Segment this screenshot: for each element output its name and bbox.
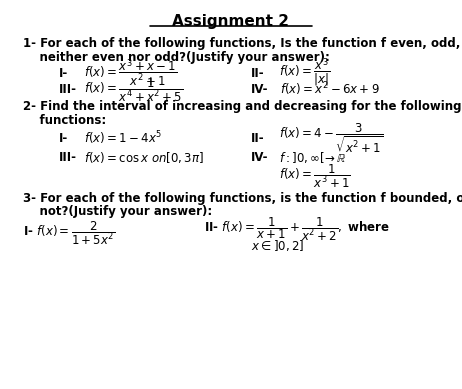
Text: I- $f(x) = \dfrac{2}{1+5x^2}$: I- $f(x) = \dfrac{2}{1+5x^2}$	[23, 219, 115, 247]
Text: II- $f(x) = \dfrac{1}{x+1} + \dfrac{1}{x^2+2},$ where: II- $f(x) = \dfrac{1}{x+1} + \dfrac{1}{x…	[204, 215, 390, 243]
Text: $f(x) = \dfrac{1}{x^3+1}$: $f(x) = \dfrac{1}{x^3+1}$	[279, 162, 350, 190]
Text: 2- Find the interval of increasing and decreasing for the following: 2- Find the interval of increasing and d…	[23, 100, 461, 113]
Text: I-: I-	[59, 131, 68, 145]
Text: $f(x) = x^2 - 6x + 9$: $f(x) = x^2 - 6x + 9$	[280, 81, 380, 98]
Text: not?(Justify your answer):: not?(Justify your answer):	[23, 205, 212, 218]
Text: II-: II-	[251, 131, 265, 145]
Text: IV-: IV-	[251, 83, 269, 96]
Text: III-: III-	[59, 83, 77, 96]
Text: 1- For each of the following functions, Is the function f even, odd, or: 1- For each of the following functions, …	[23, 37, 462, 51]
Text: III-: III-	[59, 151, 77, 164]
Text: $f(x) = \cos x\ on[0, 3\pi]$: $f(x) = \cos x\ on[0, 3\pi]$	[84, 150, 204, 165]
Text: 3- For each of the following functions, is the function f bounded, or: 3- For each of the following functions, …	[23, 192, 462, 205]
Text: I-: I-	[59, 67, 68, 80]
Text: functions:: functions:	[23, 114, 106, 127]
Text: $f:]0,\infty[\!\to\mathbb{R}$: $f:]0,\infty[\!\to\mathbb{R}$	[279, 150, 346, 165]
Text: $f(x) = \dfrac{x^3}{|x|}$: $f(x) = \dfrac{x^3}{|x|}$	[279, 57, 330, 89]
Text: Assignment 2: Assignment 2	[172, 14, 290, 28]
Text: $f(x) = \dfrac{1}{x^4+x^2+5}$: $f(x) = \dfrac{1}{x^4+x^2+5}$	[84, 76, 183, 103]
Text: $f(x) = 1 - 4x^5$: $f(x) = 1 - 4x^5$	[84, 129, 162, 147]
Text: II-: II-	[251, 67, 265, 80]
Text: $f(x) = 4 - \dfrac{3}{\sqrt{x^2+1}}$: $f(x) = 4 - \dfrac{3}{\sqrt{x^2+1}}$	[279, 121, 383, 155]
Text: IV-: IV-	[251, 151, 269, 164]
Text: $x\in]0,2]$: $x\in]0,2]$	[251, 238, 304, 254]
Text: $f(x) = \dfrac{x^3+x-1}{x^2+1}$: $f(x) = \dfrac{x^3+x-1}{x^2+1}$	[84, 58, 177, 89]
Text: neither even nor odd?(Justify your answer):: neither even nor odd?(Justify your answe…	[23, 51, 329, 64]
